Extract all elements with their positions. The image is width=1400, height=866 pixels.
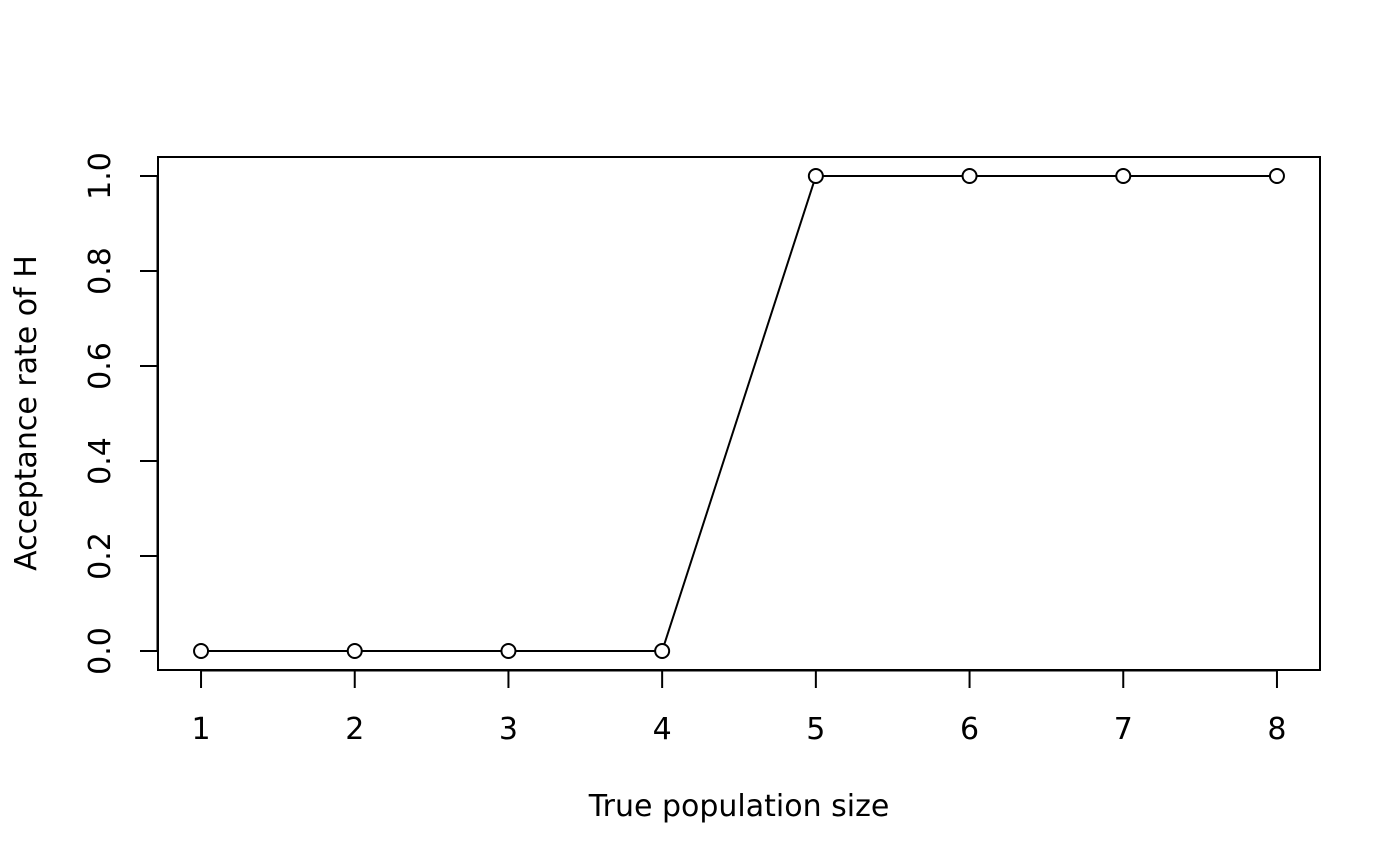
data-point (193, 643, 210, 659)
x-axis: 1 2 3 4 5 6 7 8 (191, 669, 1287, 747)
y-tick-label: 0.4 (83, 437, 118, 485)
data-point (1115, 168, 1132, 184)
y-tick-label: 1.0 (83, 152, 118, 200)
x-tick-label: 5 (806, 712, 825, 747)
x-tick-label: 1 (191, 712, 210, 747)
data-point (346, 643, 363, 659)
series-layer (193, 168, 1285, 659)
y-tick-label: 0.8 (83, 247, 118, 295)
data-point (807, 168, 824, 184)
data-point (1268, 168, 1285, 184)
y-axis: 0.0 0.2 0.4 0.6 0.8 1.0 (83, 152, 159, 675)
y-tick-label: 0.0 (83, 627, 118, 675)
data-point (500, 643, 517, 659)
x-tick-label: 8 (1267, 712, 1286, 747)
y-axis-title: Acceptance rate of H (9, 255, 44, 571)
data-point (654, 643, 671, 659)
x-tick-label: 7 (1114, 712, 1133, 747)
y-tick-label: 0.2 (83, 532, 118, 580)
x-tick-label: 3 (499, 712, 518, 747)
x-axis-title: True population size (588, 789, 890, 824)
series-line-segment (663, 182, 815, 645)
x-tick-label: 4 (653, 712, 672, 747)
x-tick-label: 6 (960, 712, 979, 747)
y-tick-label: 0.6 (83, 342, 118, 390)
x-tick-label: 2 (345, 712, 364, 747)
data-point (961, 168, 978, 184)
